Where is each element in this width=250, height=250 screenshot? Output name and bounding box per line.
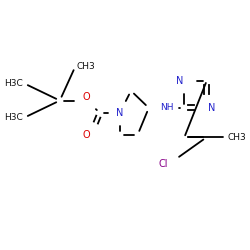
Text: Cl: Cl (158, 159, 168, 169)
Text: H3C: H3C (4, 79, 23, 88)
Text: N: N (176, 76, 183, 86)
Text: O: O (82, 130, 90, 140)
Text: N: N (208, 103, 215, 113)
Text: N: N (116, 108, 124, 118)
Text: H3C: H3C (4, 113, 23, 122)
Text: CH3: CH3 (76, 62, 95, 71)
Text: NH: NH (160, 104, 173, 112)
Text: O: O (83, 92, 90, 102)
Text: CH3: CH3 (228, 133, 246, 142)
